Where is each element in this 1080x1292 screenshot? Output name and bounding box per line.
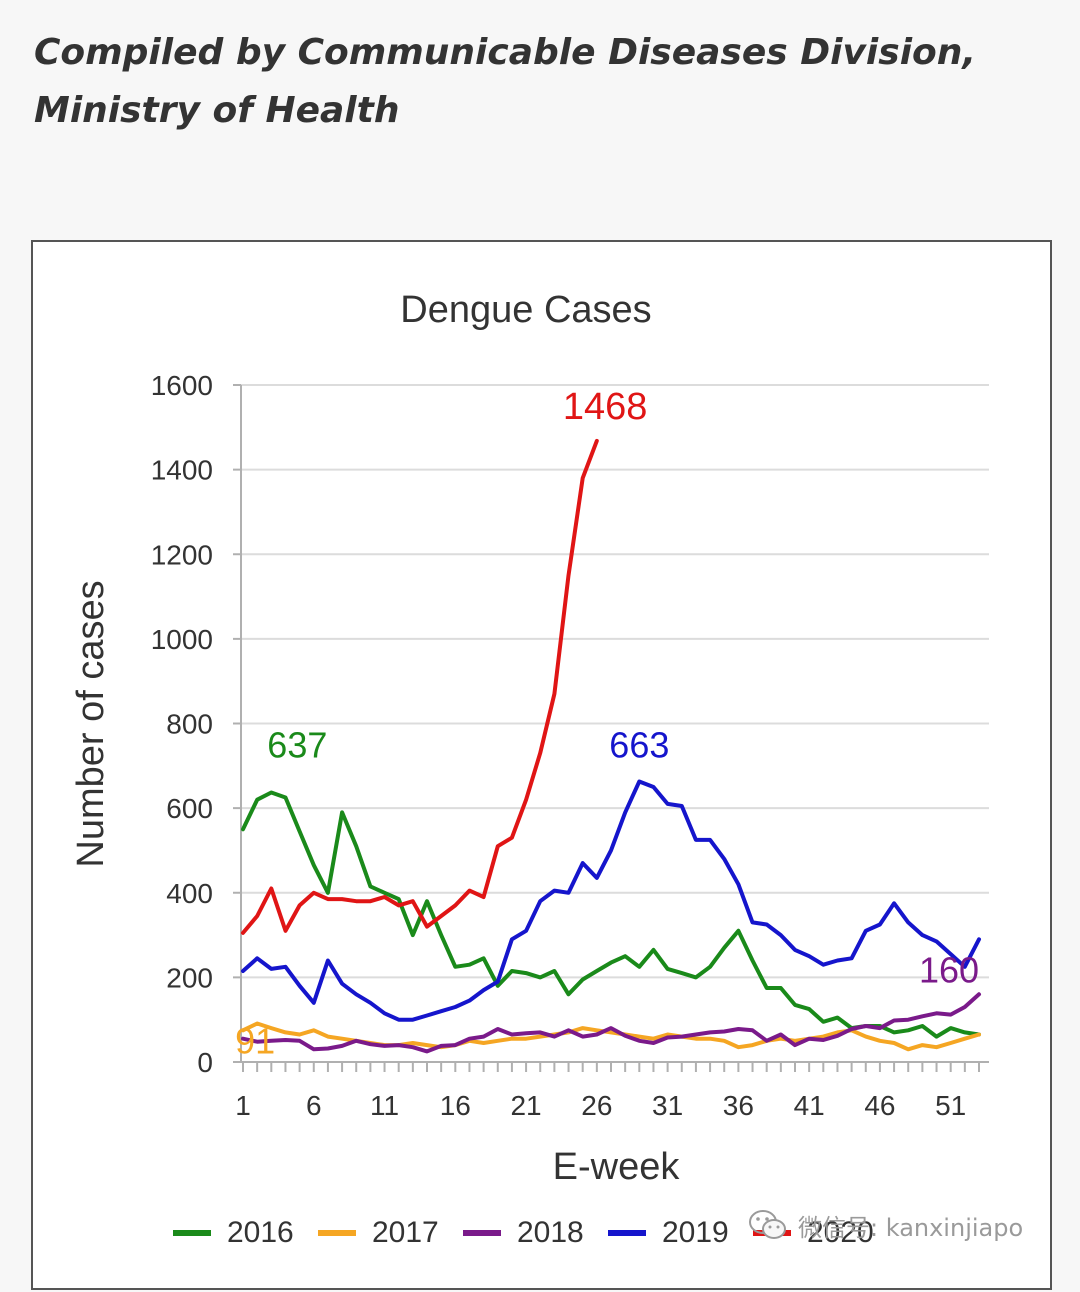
page-heading: Compiled by Communicable Diseases Divisi… [34, 24, 1044, 140]
y-tick-label: 400 [166, 878, 213, 909]
x-tick-label: 16 [440, 1090, 471, 1121]
x-tick-label: 11 [370, 1090, 399, 1121]
dengue-cases-chart: Dengue Cases Number of cases E-week 0 200… [70, 289, 989, 1249]
data-label-2016: 637 [267, 724, 327, 765]
watermark-text: 微信号: kanxinjiapo [798, 1213, 1024, 1242]
series-line-2020 [241, 438, 599, 935]
watermark: 微信号: kanxinjiapo [748, 1204, 1023, 1246]
gridlines [241, 384, 989, 979]
data-label-2019: 663 [609, 724, 669, 765]
x-tick-label: 26 [581, 1090, 612, 1121]
chart-frame: Dengue Cases Number of cases E-week 0 200… [31, 240, 1052, 1290]
y-tick-label: 600 [166, 793, 213, 824]
y-tick-label: 1600 [151, 370, 213, 401]
series-line-2016 [241, 790, 981, 1039]
y-tick-label: 200 [166, 962, 213, 993]
data-label-2018: 160 [919, 949, 979, 990]
x-tick-label: 31 [652, 1090, 683, 1121]
legend-label-2016: 2016 [227, 1216, 294, 1249]
heading-line-1: Compiled by Communicable Diseases Divisi… [34, 32, 977, 73]
x-tick-label: 6 [306, 1090, 322, 1121]
data-label-2017: 91 [235, 1020, 275, 1061]
y-tick-label: 1400 [151, 455, 213, 486]
y-tick-label: 1200 [151, 539, 213, 570]
legend-label-2018: 2018 [517, 1216, 584, 1249]
x-axis-label: E-week [553, 1146, 681, 1188]
y-axis-label: Number of cases [70, 580, 112, 867]
wechat-icon [749, 1210, 786, 1239]
heading-line-2: Ministry of Health [34, 90, 400, 131]
x-tick-label: 36 [723, 1090, 754, 1121]
series-lines [241, 438, 981, 1054]
legend-label-2017: 2017 [372, 1216, 439, 1249]
x-tick-label: 21 [510, 1090, 541, 1121]
x-tick-label: 1 [235, 1090, 251, 1121]
x-tick-label: 51 [935, 1090, 966, 1121]
y-tick-label: 1000 [151, 624, 213, 655]
data-label-2020: 1468 [563, 386, 648, 428]
y-tick-label: 800 [166, 709, 213, 740]
series-line-2018 [241, 992, 981, 1054]
series-line-2019 [241, 779, 981, 1022]
data-labels: 637 91 160 663 1468 [235, 386, 979, 1062]
legend-label-2019: 2019 [662, 1216, 729, 1249]
x-tick-label: 41 [794, 1090, 825, 1121]
y-tick-label: 0 [197, 1047, 213, 1078]
legend-label-2020: 2020 [807, 1216, 874, 1249]
chart-title: Dengue Cases [400, 289, 651, 331]
legend: 2016 2017 2018 2019 2020 [173, 1216, 874, 1249]
x-tick-label: 46 [864, 1090, 895, 1121]
